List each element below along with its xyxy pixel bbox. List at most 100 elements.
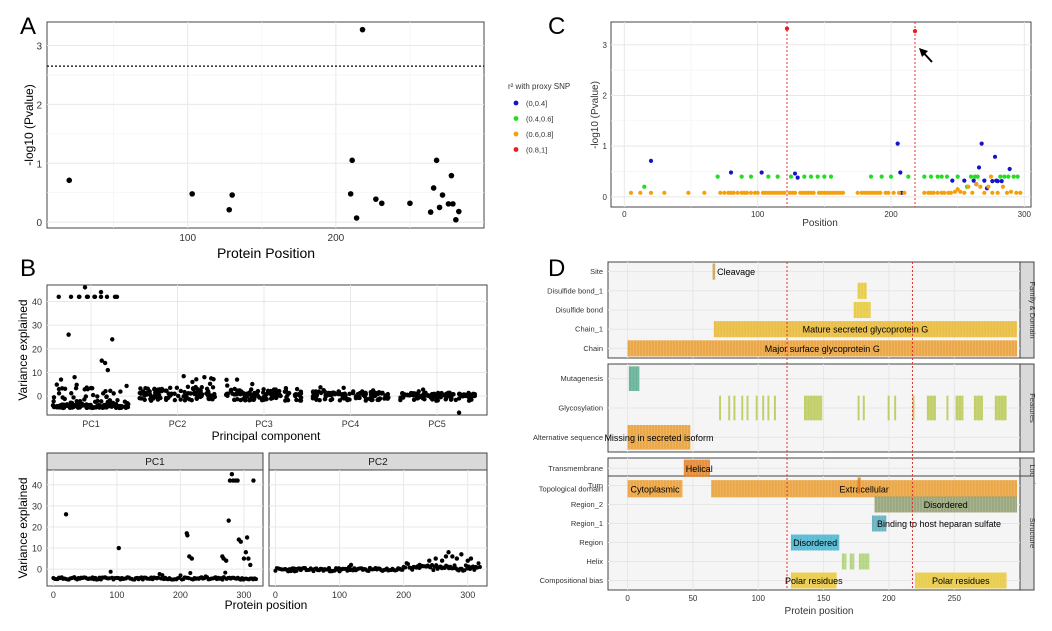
- panel-b-top-point: [314, 397, 319, 402]
- panel-b-bottom-y-tick: 10: [32, 544, 42, 554]
- panel-d-feature-bar: [871, 515, 887, 532]
- panel-c-point: [990, 179, 995, 184]
- panel-b-top-point: [138, 386, 143, 391]
- panel-b-top-point: [261, 387, 266, 392]
- panel-b-top-point: [110, 337, 115, 342]
- panel-d-feature-bar: [857, 477, 861, 494]
- panel-b-top-y-tick: 20: [32, 344, 42, 354]
- panel-c-point: [922, 174, 927, 179]
- panel-c-legend: r² with proxy SNP (0,0.4] (0.4,0.6] (0.6,0…: [508, 82, 570, 155]
- panel-d-row-label: Region_1: [571, 519, 603, 528]
- panel-d-facet-strip-label: Family & Domain: [1028, 281, 1037, 338]
- panel-b-top-point: [411, 397, 417, 402]
- panel-b-top-point: [198, 388, 203, 393]
- facet-strip-pc2-label: PC2: [368, 457, 388, 468]
- panel-b-bottom-y-label: Variance explained: [16, 477, 30, 578]
- panel-b-top-point: [322, 396, 328, 402]
- panel-a-point: [347, 191, 354, 197]
- panel-c-point: [974, 182, 979, 187]
- panel-a-point: [189, 191, 195, 197]
- panel-b-top-point: [102, 360, 108, 366]
- panel-b-top-point: [241, 390, 246, 396]
- panel-c-point: [1014, 190, 1019, 195]
- panel-b-bottom-chart: PC1 PC2 0 10 20 30 40 0 100 200 300 0 100 200 300 Pr…: [16, 452, 488, 612]
- panel-c-point: [788, 174, 794, 179]
- panel-b-top-point: [225, 383, 230, 388]
- panel-b-bottom-y-tick: 40: [32, 480, 42, 490]
- panel-b-top-point: [115, 397, 120, 403]
- panel-b-top-point: [125, 401, 130, 406]
- panel-c-point: [944, 174, 950, 179]
- panel-b-top-point: [95, 394, 100, 399]
- panel-c-point: [715, 174, 720, 179]
- panel-b-top-point: [104, 294, 110, 300]
- panel-b-bottom-x-tick: 0: [51, 590, 56, 600]
- panel-b-bottom-point: [406, 562, 411, 567]
- panel-b-top-point: [62, 386, 68, 391]
- panel-c-y-label: -log10 (Pvalue): [590, 81, 601, 149]
- panel-b-top-point: [108, 388, 113, 393]
- panel-c-point: [888, 174, 894, 179]
- panel-c-point: [686, 190, 691, 195]
- panel-b-bottom-point: [229, 472, 235, 477]
- panel-a-point: [445, 201, 452, 207]
- legend-title: r² with proxy SNP: [508, 82, 570, 91]
- panel-b-top-point: [234, 377, 240, 382]
- panel-b-bottom-point: [327, 569, 333, 574]
- panel-c-point: [962, 190, 967, 195]
- panel-b-top-point: [380, 390, 385, 395]
- panel-b-top-point: [70, 405, 75, 410]
- panel-b-top-point: [139, 396, 144, 401]
- panel-b-bottom-x-tick: 100: [109, 590, 124, 600]
- panel-a-point: [229, 192, 235, 198]
- panel-b-bottom-point: [223, 558, 229, 563]
- panel-d-feature-bar: [733, 395, 736, 421]
- panel-b-top-point: [51, 399, 56, 404]
- panel-c-y-tick: 2: [603, 91, 608, 100]
- legend-label: (0.6,0.8]: [526, 130, 554, 139]
- panel-b-top-point: [436, 392, 441, 398]
- panel-b-top-point: [190, 379, 195, 385]
- panel-b-top-x-tick: PC1: [82, 419, 100, 429]
- panel-b-bottom-point: [243, 550, 249, 555]
- panel-b-top-point: [224, 377, 229, 383]
- panel-b-top-point: [250, 381, 255, 387]
- panel-b-top-point: [181, 394, 186, 399]
- panel-b-bottom-point: [476, 561, 481, 566]
- panel-b-top-y-tick: 10: [32, 368, 42, 378]
- panel-d-row-label: Disulfide bond_1: [547, 286, 603, 295]
- panel-d-x-tick: 250: [948, 594, 962, 603]
- panel-d-facet-strip-label: Features: [1028, 393, 1037, 423]
- panel-b-top-point: [84, 294, 90, 300]
- panel-d-row-label: Site: [590, 267, 603, 276]
- panel-a-plot-area: [46, 21, 485, 229]
- panel-b-top-point: [111, 391, 116, 396]
- panel-d-row-label: Chain_1: [575, 325, 603, 334]
- panel-d-x-tick: 150: [817, 594, 831, 603]
- panel-d-feature-label: Polar residues: [785, 576, 843, 586]
- panel-b-top-x-tick: PC5: [428, 419, 446, 429]
- panel-d-feature-label: Disordered: [924, 500, 968, 510]
- panel-b-top-point: [188, 391, 193, 396]
- panel-a-point: [430, 185, 437, 191]
- panel-c-point: [722, 190, 727, 195]
- panel-b-top-point: [98, 289, 104, 295]
- panel-c-x-tick: 300: [1018, 210, 1032, 219]
- panel-c-point: [912, 29, 918, 34]
- panel-c-point: [955, 174, 960, 179]
- panel-b-top-point: [419, 393, 425, 398]
- panel-c-point: [638, 190, 643, 195]
- panel-b-bottom-x-tick: 200: [173, 590, 188, 600]
- panel-d-feature-label: Polar residues: [932, 576, 990, 586]
- panel-b-top-point: [296, 392, 302, 397]
- panel-b-bottom-point: [246, 556, 251, 561]
- panel-b-bottom-point: [63, 512, 69, 517]
- panel-b-top-point: [413, 391, 419, 397]
- panel-d-feature-bar: [853, 301, 871, 319]
- panel-b-bottom-point: [251, 478, 256, 483]
- panel-b-top-point: [199, 385, 205, 390]
- panel-b-top-point: [90, 392, 96, 398]
- panel-b-top-point: [105, 399, 111, 404]
- panel-b-top-point: [255, 388, 261, 394]
- panel-d-feature-bar: [627, 425, 691, 450]
